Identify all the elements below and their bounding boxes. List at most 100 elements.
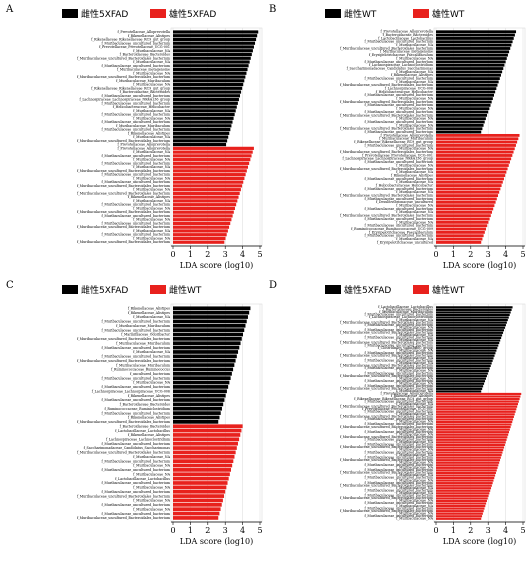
x-tick-label: 2 [205,526,210,535]
taxon-label: f_Muribaculaceae_uncultured_bacterium [101,328,170,332]
taxon-label: f_Ruminococcaceae_Ruminiclostridium [104,407,170,411]
lda-bar [436,461,500,464]
taxon-label: f_Muribaculaceae_NA [396,402,433,406]
x-tick-label: 2 [468,526,473,535]
lda-bar [436,180,503,184]
lda-bar [436,479,494,482]
lda-bar [436,53,508,57]
taxon-label: f_Muribaculaceae_uncultured_bacterium [101,113,170,117]
taxon-label: f_Lachnospiraceae_UCG-006 [385,87,433,91]
taxon-label: f_Muribaculaceae_NA [133,507,170,511]
lda-bar [436,30,517,34]
taxon-label: f_Muribaculaceae_uncultured_bacterium [364,130,433,134]
lda-bar [436,107,490,111]
taxon-label: f_Muribaculaceae_uncultured_Bacteroidale… [77,516,171,520]
taxon-label: f_Muribaculaceae_uncultured_bacterium [364,476,433,480]
taxon-label: f_Prevotellaceae_Prevotellaceae_UCG-001 [362,407,433,411]
taxon-label: f_Muribaculaceae_NA [396,412,433,416]
taxon-label: f_Muribaculaceae_uncultured_bacterium [101,94,170,98]
legend-swatch [325,285,341,294]
lda-bar [173,56,251,60]
legend-label: 雄性5XFAD [169,8,216,20]
lda-bar [436,200,496,204]
lda-chart-c: C 雌性5XFAD 雌性WTf_Rikenellaceae_Alistipesf_R… [6,280,263,546]
taxon-label: f_Muribaculaceae_NA [396,210,433,214]
x-tick-label: 0 [433,526,438,535]
lda-bar [436,390,482,393]
taxon-label: f_Muribaculaceae_uncultured_Bacteroidale… [77,56,171,60]
taxon-label: f_Muribaculaceae_NA [396,448,433,452]
lda-bar [173,41,256,45]
taxon-label: f_Muribaculaceae_NA [133,176,170,180]
taxon-label: f_Muribaculaceae_NA [133,150,170,154]
lda-bar [436,47,511,50]
lda-bar [173,188,241,192]
lda-bar [436,359,493,362]
taxon-label: f_Muribaculaceae_uncultured_Bacteroidale… [340,113,434,117]
lda-bar [436,318,508,322]
taxon-label: f_Muribaculaceae_uncultured_bacterium [364,160,433,164]
taxon-label: f_Muribaculaceae_uncultured_bacterium [364,93,433,97]
lda-bar [436,90,496,94]
taxon-label: f_Muribaculaceae_NA [396,504,433,508]
lda-bar [436,489,491,492]
taxon-label: f_Muribaculaceae_NA [396,180,433,184]
lda-bar [173,516,219,520]
lda-bar [436,433,509,436]
lda-bar [173,341,241,346]
lda-bar [173,323,246,328]
taxon-label: f_Muribaculaceae_uncultured_Bacteroidale… [340,471,434,475]
lda-bar [436,494,489,497]
lda-bar [173,350,239,354]
lda-bar [436,339,501,342]
taxon-label: f_Muribaculaceae_NA [396,381,433,385]
lda-bar [173,195,239,199]
taxon-label: f_Muribaculaceae_uncultured_bacterium [101,154,170,158]
lda-bar [436,157,512,161]
lda-bar [173,150,253,154]
lda-bar [436,220,489,224]
lda-bar [436,512,483,515]
x-tick-label: 3 [223,250,228,259]
taxon-label: f_Muribaculaceae_Muribaculum [116,363,171,367]
taxon-label: f_Ruminococcaceae_Ruminococcus [111,368,170,372]
panel-letter: B [269,4,276,15]
lda-bar [436,397,520,401]
taxon-label: f_Muribaculaceae_Muribaculum [116,324,171,328]
taxon-label: f_Muribaculaceae_uncultured_bacterium [364,103,433,107]
lda-bar [173,446,237,450]
lda-bar [173,398,225,402]
x-tick-label: 3 [486,526,491,535]
taxon-label: f_Muribaculaceae_uncultured_bacterium [101,398,170,402]
lda-bar [173,371,232,376]
taxon-label: f_Muribaculaceae_Muribaculum [379,310,434,314]
taxon-label: f_Muribaculaceae_uncultured_bacterium [364,455,433,459]
lda-bar [173,143,227,147]
taxon-label: f_Muribaculaceae_uncultured_bacterium [364,351,433,355]
lda-bar [436,418,514,421]
lda-bar [173,498,223,503]
lda-bar [173,199,238,203]
taxon-label: f_Muribaculaceae_uncultured_bacterium [101,128,170,132]
taxon-label: f_Muribaculaceae_metagenome [117,68,170,72]
taxon-label: f_Muribaculaceae_NA [396,376,433,380]
taxon-label: f_Muribaculaceae_uncultured_bacterium [101,503,170,507]
lda-bar [436,80,499,84]
taxon-label: f_Muribaculaceae_uncultured_bacterium [364,323,433,327]
taxon-label: f_Muribaculaceae_uncultured_Bacteroidale… [340,341,434,345]
lda-bar [436,357,494,360]
taxon-label: f_Muribaculaceae_NA [396,163,433,167]
taxon-label: f_Muribaculaceae_uncultured_bacterium [101,346,170,350]
taxon-label: f_Muribaculaceae_uncultured_bacterium [364,468,433,472]
taxon-label: f_Muribaculaceae_NA [133,499,170,503]
taxon-label: f_Muribaculaceae_uncultured_bacterium [364,328,433,332]
lda-bar [173,502,222,507]
taxon-label: f_Muribaculaceae_uncultured_bacterium [101,468,170,472]
taxon-label: f_Muribaculaceae_uncultured_Bacteroidale… [340,509,434,513]
panel-letter: D [269,280,277,291]
lda-bar [436,507,485,510]
taxon-label: f_Muribaculaceae_uncultured_bacterium [364,207,433,211]
taxon-label: f_Muribaculaceae_uncultured_Bacteroidale… [77,359,171,363]
lda-bar [173,154,252,158]
lda-bar [436,204,495,208]
